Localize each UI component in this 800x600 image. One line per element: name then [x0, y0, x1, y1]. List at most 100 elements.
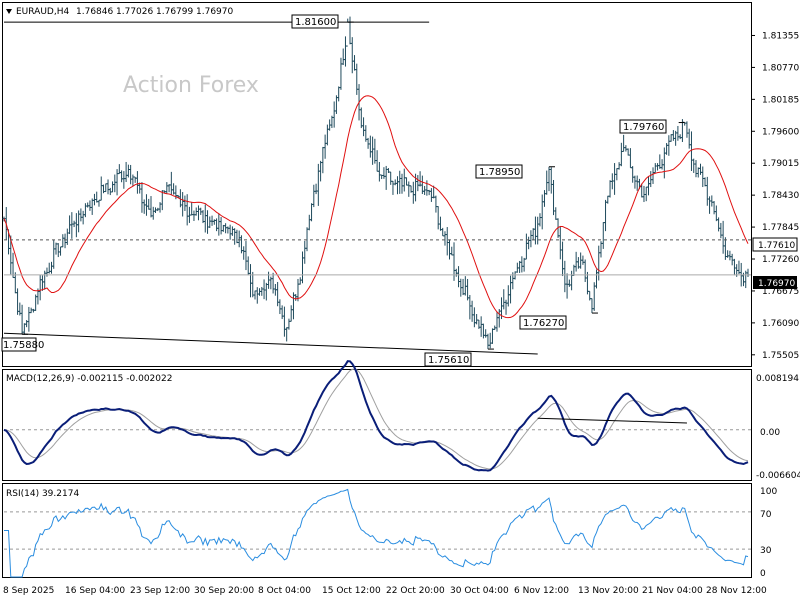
price-bar [190, 202, 194, 216]
annotation-text: 1.81600 [295, 17, 336, 28]
high-value: 1.77026 [116, 7, 153, 17]
annotation-recent-high: 1.79760 [619, 119, 667, 134]
time-tick: 13 Nov 20:00 [578, 586, 639, 596]
time-axis: 8 Sep 2025 16 Sep 04:00 23 Sep 12:00 30 … [3, 586, 767, 596]
price-bar [260, 286, 264, 296]
ma-value-text: 1.77610 [758, 241, 795, 251]
price-bar [635, 175, 639, 191]
price-bar [443, 231, 447, 246]
price-bar [497, 308, 501, 328]
price-bar [708, 196, 712, 214]
price-bar [678, 134, 682, 140]
price-bar [244, 241, 248, 271]
price-bar [373, 138, 377, 164]
price-bar [701, 166, 705, 188]
price-bar [714, 205, 718, 222]
price-bar [617, 162, 621, 170]
price-bar [192, 210, 196, 222]
price-bar [307, 214, 311, 231]
price-bar [411, 181, 415, 204]
price-bar [72, 220, 76, 228]
price-bar [59, 246, 63, 256]
price-bar [549, 167, 553, 194]
price-bar [124, 161, 128, 183]
price-bar [662, 147, 666, 179]
price-bar [703, 177, 707, 187]
price-bar [429, 188, 433, 202]
price-bar [407, 181, 411, 197]
price-bar [115, 169, 119, 196]
price-bar [642, 185, 646, 203]
price-bar [228, 224, 232, 240]
price-tick: 1.77260 [762, 255, 799, 265]
price-bar [375, 150, 379, 172]
price-bar [325, 124, 329, 146]
price-bar [504, 299, 508, 315]
price-bar [81, 210, 85, 225]
collapse-triangle-icon[interactable] [6, 9, 12, 14]
rsi-layer [4, 488, 751, 578]
macd-trend-line [537, 417, 687, 424]
price-bar [567, 279, 571, 287]
macd-tick-zero: 0.00 [760, 428, 780, 438]
price-bar [646, 176, 650, 196]
price-axis: 1.81355 1.80770 1.80185 1.79600 1.79015 … [751, 32, 799, 361]
price-bar [305, 227, 309, 252]
price-bar [40, 275, 44, 291]
price-bar [730, 253, 734, 266]
price-bar [111, 181, 115, 193]
price-bar [79, 208, 83, 222]
price-bar [667, 135, 671, 156]
macd-layer [3, 360, 751, 472]
price-bar [88, 200, 92, 211]
price-bar [52, 239, 56, 269]
ma-value-label: 1.77610 [752, 237, 798, 252]
price-bar [95, 191, 99, 203]
price-bar [165, 182, 169, 194]
price-bar [468, 295, 472, 320]
last-price-label: 1.76970 [753, 276, 797, 289]
price-bar [106, 179, 110, 195]
price-bar [522, 257, 526, 272]
price-bar [337, 86, 341, 102]
rsi-line [4, 488, 749, 578]
price-bar [554, 207, 558, 220]
price-bar [215, 218, 219, 232]
price-bar [520, 256, 524, 273]
price-bar [181, 192, 185, 217]
price-bar [671, 130, 675, 141]
price-bar [732, 258, 736, 276]
symbol-name: EURAUD,H4 [16, 7, 69, 17]
price-bar [696, 167, 700, 178]
price-bar [144, 194, 148, 216]
price-bar [649, 171, 653, 188]
price-bar [644, 186, 648, 202]
price-bar [135, 171, 139, 194]
price-bar [583, 259, 587, 283]
price-bar [581, 255, 585, 265]
moving-average-line [3, 95, 749, 319]
price-bar [316, 163, 320, 206]
price-bar [20, 304, 24, 335]
price-bar [120, 170, 124, 183]
price-bar [65, 228, 69, 245]
time-tick: 30 Oct 04:00 [450, 586, 509, 596]
annotation-swing-low: 1.76270 [519, 315, 567, 330]
price-bar [362, 117, 366, 137]
price-bar [606, 195, 610, 204]
price-bar [475, 314, 479, 325]
price-bar [206, 210, 210, 234]
macd-signal-line [3, 368, 749, 470]
annotation-high: 1.81600 [291, 14, 339, 29]
price-bar [484, 329, 488, 338]
price-bar [488, 332, 492, 349]
price-bar [86, 202, 90, 208]
price-bar [99, 176, 103, 201]
price-bar [359, 107, 363, 129]
last-price-text: 1.76970 [758, 279, 795, 289]
price-bar [685, 121, 689, 138]
price-tick: 1.80185 [762, 95, 799, 105]
price-bar [61, 234, 65, 248]
price-bar [561, 241, 565, 277]
